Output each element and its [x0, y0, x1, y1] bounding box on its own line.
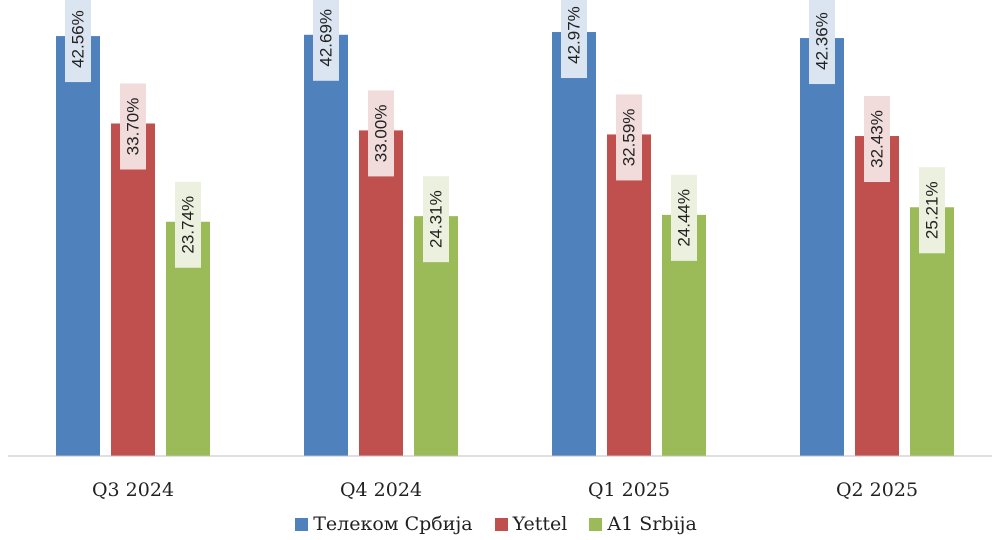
legend-swatch-yettel — [494, 517, 508, 531]
bar-telekom-0[interactable] — [56, 36, 100, 456]
legend-swatch-a1 — [589, 517, 603, 531]
data-label-bg-a1-3 — [919, 167, 945, 254]
legend-label-yettel: Yettel — [512, 513, 568, 535]
category-label-2: Q1 2025 — [588, 479, 670, 501]
data-label-bg-yettel-2 — [616, 94, 642, 181]
bar-telekom-1[interactable] — [304, 34, 348, 457]
data-label-bg-telekom-2 — [561, 0, 587, 79]
data-label-telekom-1: 42.69% — [317, 9, 336, 67]
data-label-bg-telekom-0 — [65, 0, 91, 83]
data-label-yettel-0: 33.70% — [124, 98, 143, 156]
data-label-yettel-1: 33.00% — [372, 105, 391, 163]
data-label-a1-2: 24.44% — [675, 189, 694, 247]
bar-yettel-2[interactable] — [607, 134, 651, 457]
category-label-1: Q4 2024 — [340, 479, 422, 501]
bars-layer: 42.56% 33.70% 23.74% 42.69% 33.00% 24.31% 42.9… — [56, 0, 954, 457]
data-label-a1-1: 24.31% — [427, 190, 446, 248]
legend-item-telekom[interactable]: Телеком Србија — [295, 513, 473, 535]
data-label-bg-yettel-1 — [368, 90, 394, 177]
data-label-bg-telekom-1 — [313, 0, 339, 81]
legend-label-a1: A1 Srbija — [607, 513, 697, 535]
legend-item-yettel[interactable]: Yettel — [494, 513, 568, 535]
data-label-a1-0: 23.74% — [179, 196, 198, 254]
data-label-bg-telekom-3 — [809, 0, 835, 85]
category-label-3: Q2 2025 — [836, 479, 918, 501]
bar-telekom-3[interactable] — [800, 38, 844, 456]
data-label-telekom-3: 42.36% — [813, 12, 832, 70]
bar-telekom-2[interactable] — [552, 32, 596, 457]
legend-swatch-telekom — [295, 517, 309, 531]
bar-yettel-1[interactable] — [359, 130, 403, 456]
data-label-bg-a1-1 — [423, 176, 449, 263]
category-labels: Q3 2024 Q4 2024 Q1 2025 Q2 2025 — [92, 479, 918, 501]
bar-yettel-0[interactable] — [111, 123, 155, 456]
data-label-yettel-2: 32.59% — [620, 109, 639, 167]
data-label-a1-3: 25.21% — [923, 181, 942, 239]
data-label-bg-a1-0 — [175, 181, 201, 268]
bar-yettel-3[interactable] — [855, 136, 899, 457]
legend-item-a1[interactable]: A1 Srbija — [589, 513, 697, 535]
data-label-yettel-3: 32.43% — [868, 110, 887, 168]
legend: Телеком Србија Yettel A1 Srbija — [0, 508, 992, 540]
data-label-bg-a1-2 — [671, 174, 697, 261]
data-label-telekom-0: 42.56% — [69, 10, 88, 68]
category-label-0: Q3 2024 — [92, 479, 174, 501]
data-label-bg-yettel-3 — [864, 96, 890, 183]
legend-label-telekom: Телеком Србија — [313, 513, 473, 535]
data-label-telekom-2: 42.97% — [565, 6, 584, 64]
data-label-bg-yettel-0 — [120, 83, 146, 170]
